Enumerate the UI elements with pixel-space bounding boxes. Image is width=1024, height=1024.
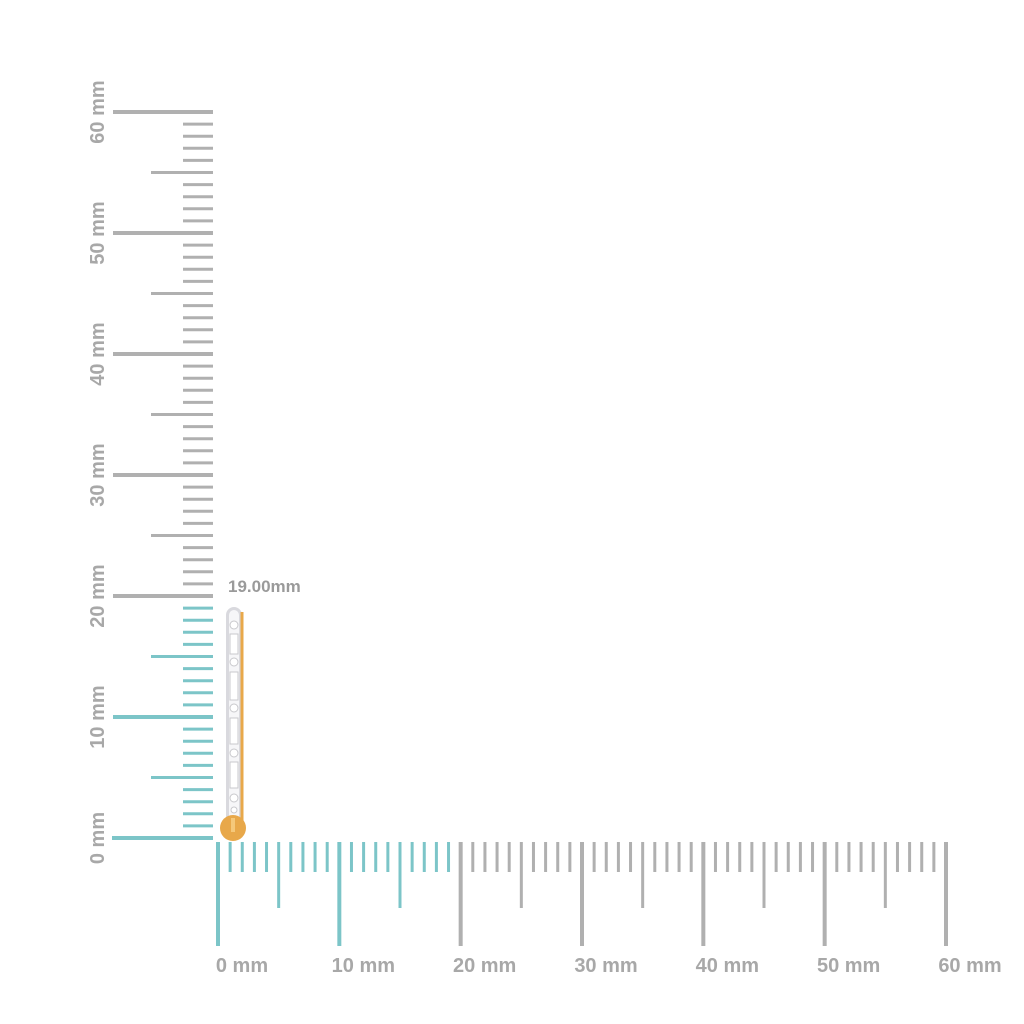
vertical-ruler-label: 20 mm <box>87 564 109 627</box>
horizontal-ruler-label: 10 mm <box>332 955 395 977</box>
horizontal-ruler-label: 30 mm <box>574 955 637 977</box>
vertical-ruler-label: 60 mm <box>87 80 109 143</box>
horizontal-ruler-label: 0 mm <box>216 955 268 977</box>
vertical-ruler-label: 0 mm <box>87 812 109 864</box>
vertical-ruler-label: 30 mm <box>87 443 109 506</box>
vertical-ruler-label: 10 mm <box>87 685 109 748</box>
measurement-label: 19.00mm <box>228 577 301 596</box>
vertical-ruler <box>112 110 213 840</box>
hoop-earring-image <box>220 607 246 841</box>
horizontal-ruler-label: 60 mm <box>938 955 1001 977</box>
horizontal-ruler <box>216 842 948 946</box>
horizontal-ruler-label: 20 mm <box>453 955 516 977</box>
vertical-ruler-label: 50 mm <box>87 201 109 264</box>
horizontal-ruler-labels: 0 mm 10 mm 20 mm 30 mm 40 mm 50 mm 60 mm <box>216 955 1002 977</box>
vertical-ruler-labels: 0 mm 10 mm 20 mm 30 mm 40 mm 50 mm 60 mm <box>87 80 109 864</box>
vertical-ruler-label: 40 mm <box>87 322 109 385</box>
horizontal-ruler-label: 40 mm <box>696 955 759 977</box>
horizontal-ruler-label: 50 mm <box>817 955 880 977</box>
